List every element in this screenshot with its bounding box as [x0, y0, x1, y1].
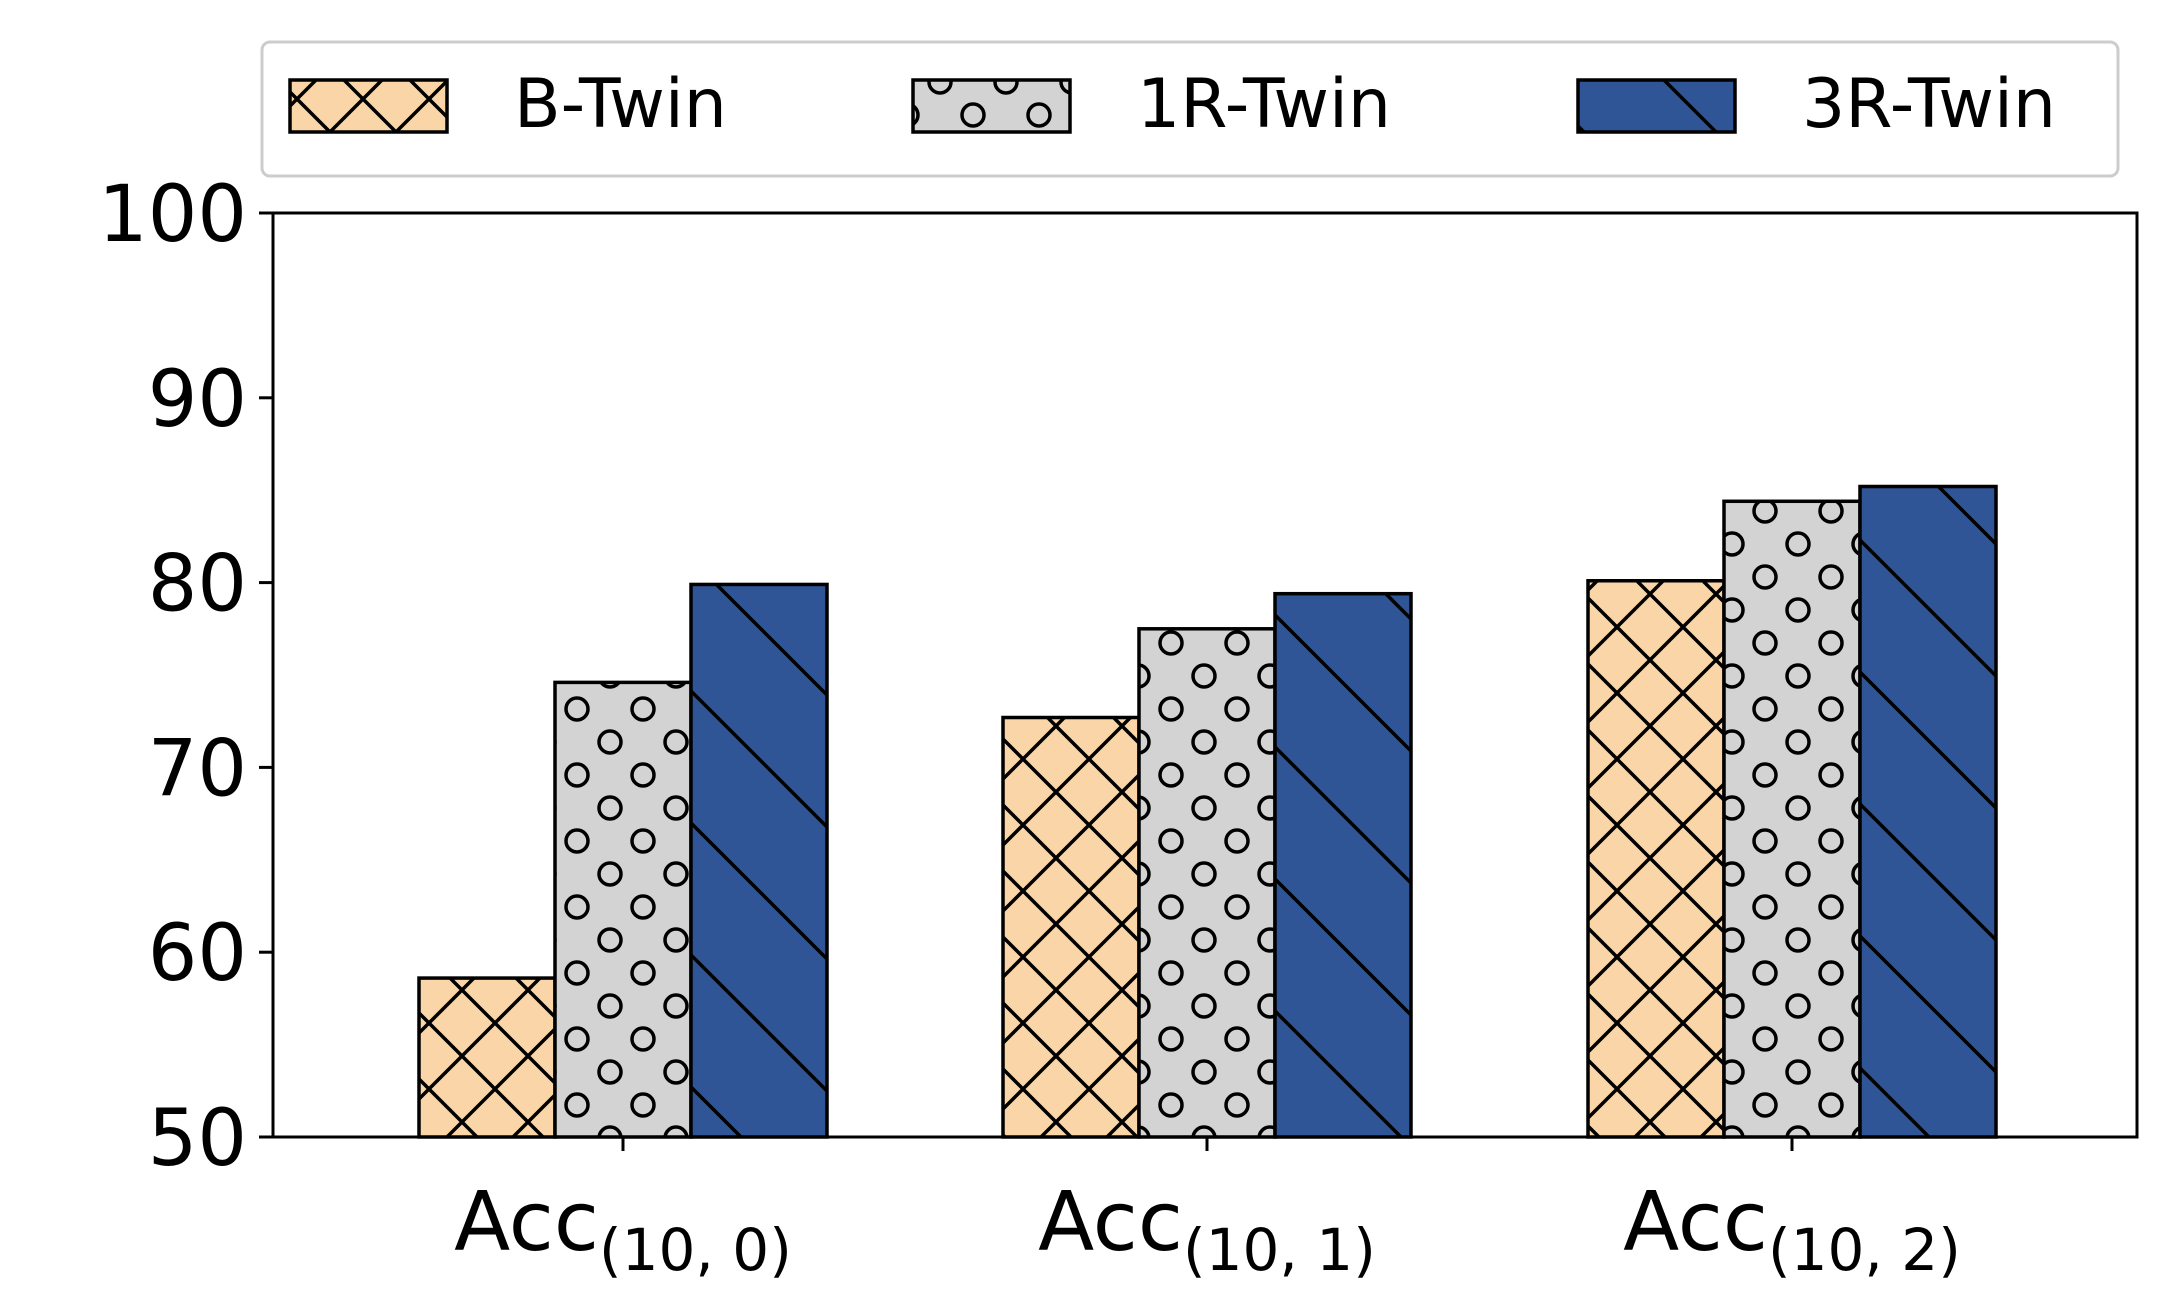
bar-hatch	[1275, 593, 1411, 1137]
y-axis: 50 60 70 80 90 100	[98, 170, 273, 1184]
bars-layer	[417, 484, 1998, 1139]
bar-hatch	[1003, 717, 1139, 1137]
legend-label: 1R-Twin	[1137, 65, 1391, 144]
legend-frame	[260, 40, 2120, 178]
legend-swatch-outline	[288, 78, 449, 134]
bar-hatch	[555, 682, 691, 1137]
plot-frame	[271, 211, 2139, 1139]
legend-item-3r-twin: 3R-Twin	[1576, 65, 2056, 144]
bar-hatch	[1139, 628, 1275, 1137]
bar-hatch	[1860, 486, 1996, 1137]
x-tick-label: Acc(10, 2)	[1623, 1175, 1961, 1284]
y-tick-label: 80	[148, 540, 247, 630]
legend-swatch-hatch	[1578, 80, 1735, 132]
y-tick-label: 100	[98, 170, 247, 260]
legend-item-b-twin: B-Twin	[288, 65, 727, 144]
legend-swatch-hatch	[913, 80, 1070, 132]
y-tick-label: 70	[148, 724, 247, 814]
bar-1r-twin-3	[1722, 499, 1862, 1139]
legend-label: 3R-Twin	[1802, 65, 2056, 144]
y-tick-label: 60	[148, 909, 247, 999]
x-axis: Acc(10, 0) Acc(10, 1) Acc(10, 2)	[454, 1137, 1961, 1284]
legend-swatch-outline	[1576, 78, 1737, 134]
bar-1r-twin-2	[1137, 627, 1277, 1139]
bar-1r-twin-1	[553, 680, 693, 1139]
bar-3r-twin-2	[1273, 591, 1413, 1139]
legend: B-Twin 1R-Twin 3R-Twin	[260, 40, 2120, 178]
bar-3r-twin-3	[1858, 484, 1998, 1139]
bar-hatch	[1724, 501, 1860, 1138]
x-tick-label: Acc(10, 0)	[454, 1175, 792, 1284]
x-tick-label: Acc(10, 1)	[1038, 1175, 1376, 1284]
legend-swatch-outline	[911, 78, 1072, 134]
bar-b-twin-2	[1001, 715, 1141, 1139]
bar-hatch	[691, 584, 827, 1137]
bar-hatch	[419, 978, 555, 1137]
y-tick-label: 90	[148, 355, 247, 445]
bar-b-twin-1	[417, 976, 557, 1139]
legend-label: B-Twin	[514, 65, 727, 144]
bar-3r-twin-1	[689, 582, 829, 1139]
bar-hatch	[1588, 580, 1724, 1137]
legend-swatch-hatch	[290, 80, 447, 132]
y-tick-label: 50	[148, 1094, 247, 1184]
bar-b-twin-3	[1586, 579, 1726, 1139]
legend-item-1r-twin: 1R-Twin	[911, 65, 1391, 144]
